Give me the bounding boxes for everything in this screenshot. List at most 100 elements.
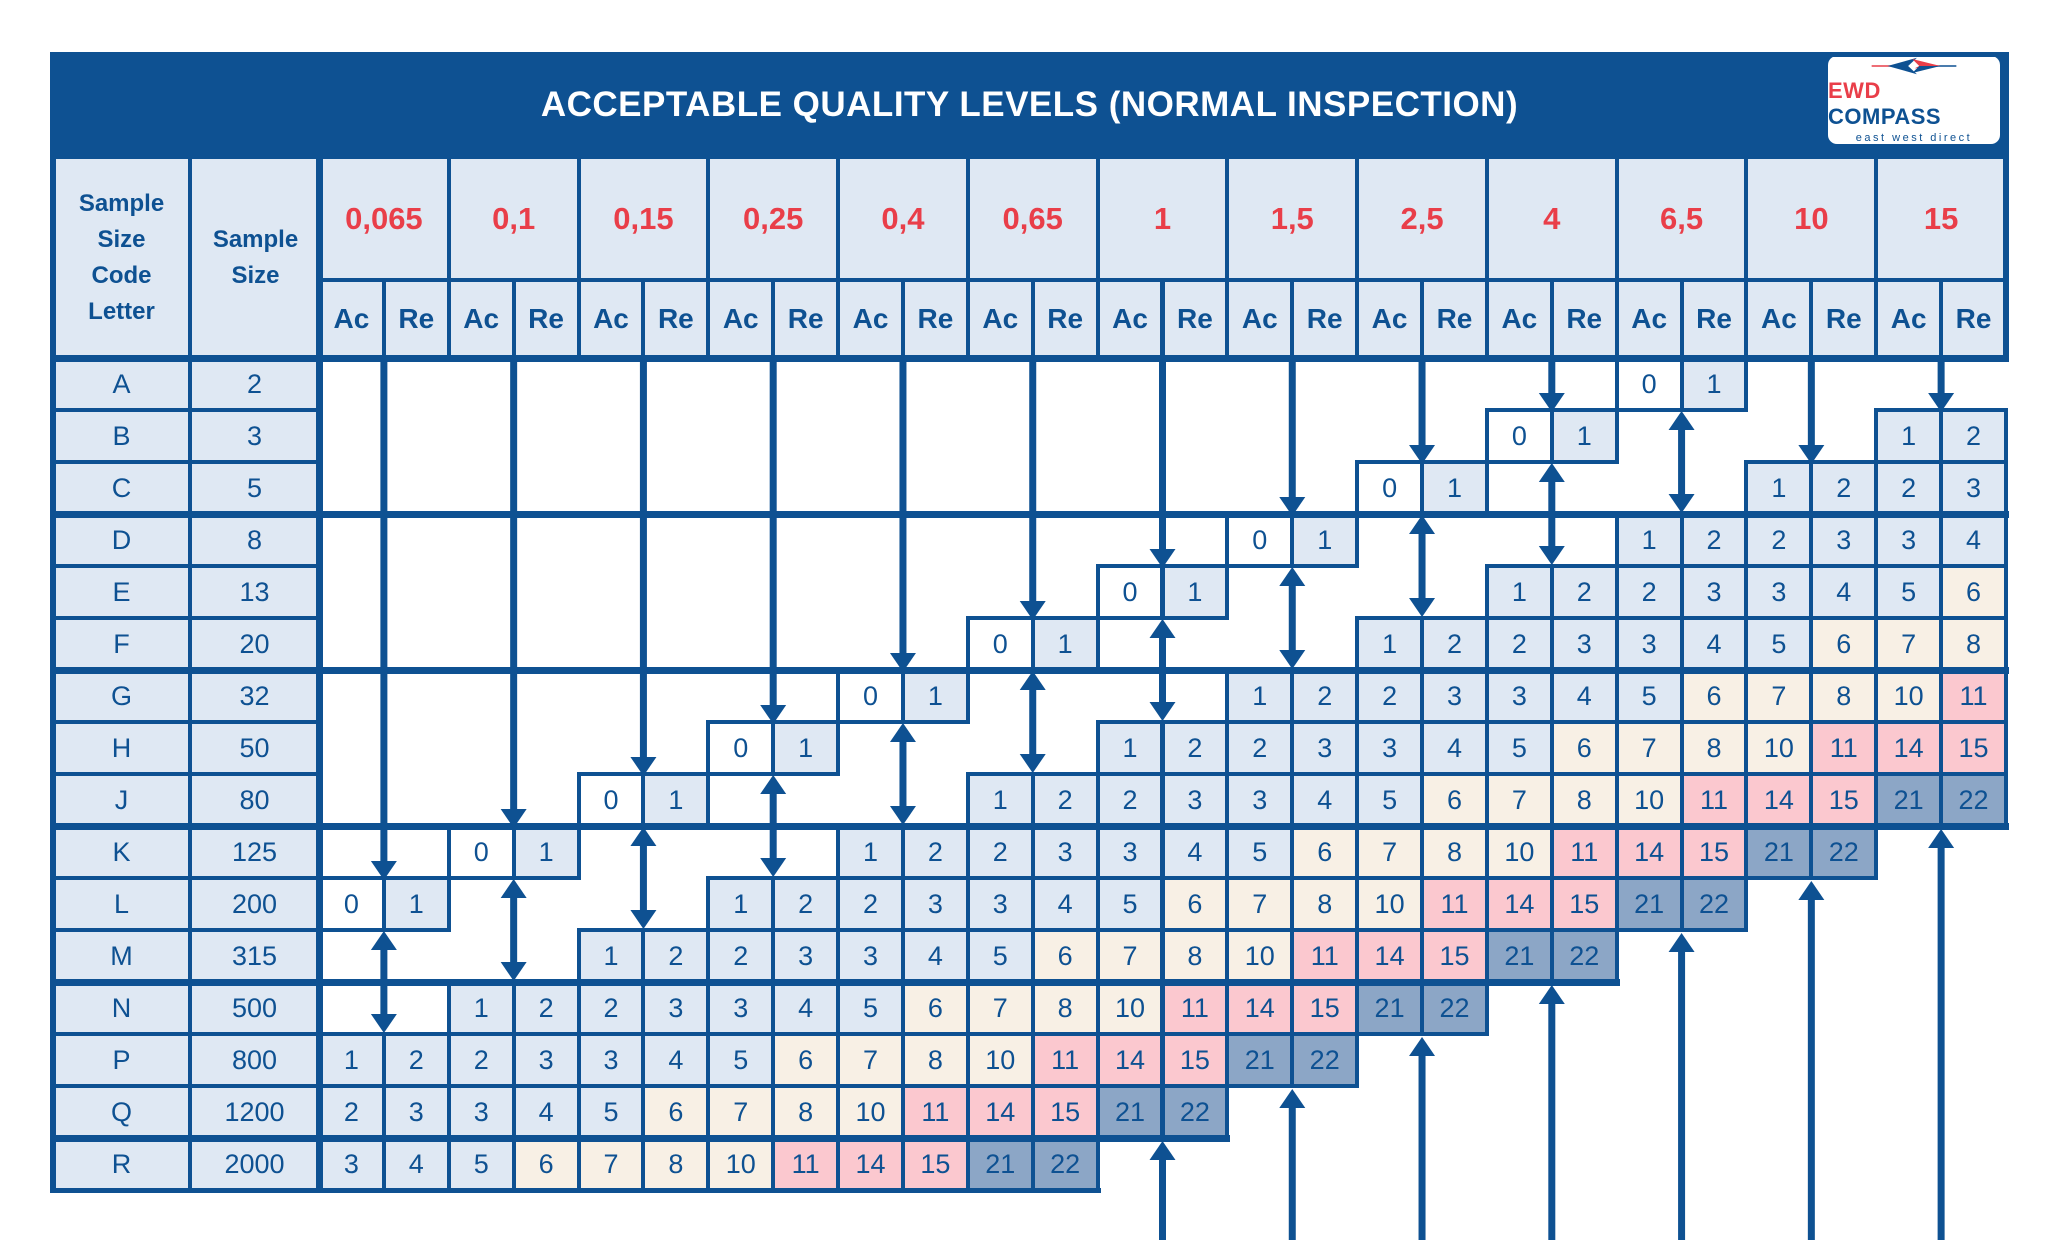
- ac-value-cell: 1: [1484, 564, 1554, 620]
- re-value-cell: 2: [1679, 512, 1749, 568]
- header-bottom-rule: [50, 355, 2009, 362]
- ac-value-cell: 10: [1484, 824, 1554, 880]
- ac-value-cell: 5: [1095, 876, 1165, 932]
- ac-value-cell: 5: [1355, 772, 1425, 828]
- title-divider: [50, 52, 2009, 57]
- ac-value-cell: 7: [1095, 928, 1165, 984]
- logo-brand-primary: EWD: [1828, 78, 1881, 103]
- row-group-rule: [50, 978, 1620, 986]
- ac-value-cell: 1: [706, 876, 776, 932]
- ac-header-cell: Ac: [1484, 278, 1554, 360]
- re-value-cell: 4: [1160, 824, 1230, 880]
- up-arrow-head: [1798, 881, 1825, 900]
- ac-header-cell: Ac: [836, 278, 905, 360]
- ac-value-cell: 21: [965, 1136, 1035, 1192]
- re-value-cell: 11: [1290, 928, 1360, 984]
- ac-value-cell: 2: [446, 1032, 516, 1088]
- re-header-cell: Re: [381, 278, 451, 360]
- re-value-cell: 15: [1809, 772, 1879, 828]
- ac-value-cell: 10: [836, 1084, 905, 1140]
- re-value-cell: 2: [381, 1032, 451, 1088]
- re-value-cell: 11: [1030, 1032, 1100, 1088]
- re-value-cell: 8: [1160, 928, 1230, 984]
- re-value-cell: 15: [1160, 1032, 1230, 1088]
- re-value-cell: 6: [900, 980, 970, 1036]
- ac-value-cell: 7: [1614, 720, 1684, 776]
- re-value-cell: 4: [900, 928, 970, 984]
- double-arrow-up-head: [1149, 619, 1176, 638]
- ac-value-cell: 1: [576, 928, 646, 984]
- row-group-rule: [50, 510, 2009, 518]
- re-value-cell: 15: [1420, 928, 1489, 984]
- double-arrow-up-head: [1019, 671, 1046, 690]
- ac-value-cell: 0: [836, 668, 905, 724]
- double-arrow-down-head: [370, 1014, 397, 1033]
- ac-value-cell: 0: [1484, 408, 1554, 464]
- re-value-cell: 6: [771, 1032, 841, 1088]
- ac-value-cell: 0: [965, 616, 1035, 672]
- code-letter-cell: M: [51, 928, 192, 984]
- logo-brand: EWD COMPASS: [1828, 78, 2000, 130]
- ac-value-cell: 21: [1874, 772, 1944, 828]
- sample-size-divider: [315, 157, 323, 1190]
- ac-value-cell: 7: [1744, 668, 1814, 724]
- header-sample-size: Sample Size: [188, 155, 323, 360]
- re-value-cell: 3: [1549, 616, 1619, 672]
- re-value-cell: 8: [1420, 824, 1489, 880]
- ac-value-cell: 10: [965, 1032, 1035, 1088]
- re-value-cell: 4: [771, 980, 841, 1036]
- re-value-cell: 3: [1679, 564, 1749, 620]
- code-letter-cell: P: [51, 1032, 192, 1088]
- up-arrow-head: [1149, 1141, 1176, 1160]
- ac-header-cell: Ac: [1225, 278, 1295, 360]
- re-value-cell: 22: [1420, 980, 1489, 1036]
- ac-header-cell: Ac: [1874, 278, 1944, 360]
- row-group-rule: [50, 666, 2009, 674]
- ac-value-cell: 21: [1225, 1032, 1295, 1088]
- aql-level-cell: 0,25: [706, 155, 841, 282]
- re-value-cell: 22: [1290, 1032, 1360, 1088]
- sample-size-cell: 80: [188, 772, 321, 828]
- ac-value-cell: 3: [576, 1032, 646, 1088]
- re-value-cell: 8: [1549, 772, 1619, 828]
- re-value-cell: 4: [1679, 616, 1749, 672]
- ac-value-cell: 3: [1095, 824, 1165, 880]
- ac-value-cell: 0: [576, 772, 646, 828]
- re-value-cell: 3: [771, 928, 841, 984]
- ac-value-cell: 10: [706, 1136, 776, 1192]
- re-value-cell: 2: [771, 876, 841, 932]
- ac-header-cell: Ac: [1744, 278, 1814, 360]
- re-value-cell: 4: [511, 1084, 581, 1140]
- sample-size-cell: 125: [188, 824, 321, 880]
- double-arrow-up-head: [500, 879, 527, 898]
- ac-value-cell: 1: [1614, 512, 1684, 568]
- re-value-cell: 8: [900, 1032, 970, 1088]
- double-arrow-up-head: [630, 827, 657, 846]
- aql-level-cell: 1,5: [1225, 155, 1360, 282]
- re-value-cell: 3: [1030, 824, 1100, 880]
- re-value-cell: 15: [1030, 1084, 1100, 1140]
- re-value-cell: 6: [511, 1136, 581, 1192]
- aql-level-cell: 0,4: [836, 155, 970, 282]
- up-arrow-head: [1928, 829, 1955, 848]
- ac-value-cell: 14: [1874, 720, 1944, 776]
- re-value-cell: 4: [381, 1136, 451, 1192]
- re-value-cell: 15: [900, 1136, 970, 1192]
- ac-value-cell: 10: [1744, 720, 1814, 776]
- title-bar: ACCEPTABLE QUALITY LEVELS (NORMAL INSPEC…: [53, 52, 2006, 157]
- aql-level-cell: 15: [1874, 155, 2008, 282]
- table-bottom-rule: [50, 1187, 1101, 1193]
- re-value-cell: 8: [1809, 668, 1879, 724]
- code-letter-cell: Q: [51, 1084, 192, 1140]
- ac-value-cell: 3: [836, 928, 905, 984]
- re-value-cell: 1: [511, 824, 581, 880]
- ac-value-cell: 14: [1225, 980, 1295, 1036]
- double-arrow-up-head: [1409, 515, 1436, 534]
- double-arrow-down-head: [1409, 598, 1436, 617]
- ac-value-cell: 0: [1095, 564, 1165, 620]
- ac-value-cell: 3: [1225, 772, 1295, 828]
- ac-value-cell: 1: [1095, 720, 1165, 776]
- ac-value-cell: 7: [1484, 772, 1554, 828]
- re-value-cell: 11: [771, 1136, 841, 1192]
- double-arrow-down-head: [760, 858, 787, 877]
